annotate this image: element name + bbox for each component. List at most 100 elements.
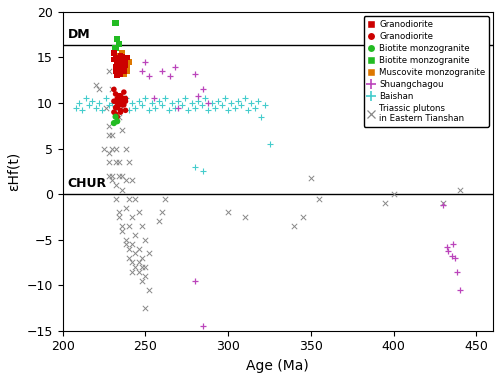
Point	[315, 196, 323, 202]
Point	[128, 260, 136, 266]
Point	[184, 107, 192, 113]
Point	[105, 132, 113, 138]
Point	[116, 107, 124, 113]
Point	[208, 100, 216, 106]
Point	[118, 100, 126, 106]
Point	[115, 159, 123, 165]
Point	[125, 196, 133, 202]
Point	[450, 241, 458, 247]
Point	[110, 120, 118, 126]
Point	[174, 98, 182, 104]
Point	[132, 232, 140, 238]
Point	[105, 150, 113, 156]
Point	[171, 105, 179, 111]
Point	[122, 59, 130, 65]
Point	[440, 202, 448, 208]
Point	[75, 100, 83, 106]
Point	[113, 36, 121, 42]
Point	[135, 98, 143, 104]
Point	[122, 146, 130, 152]
Point	[105, 102, 113, 108]
Point	[132, 264, 140, 270]
Point	[154, 98, 162, 104]
Point	[168, 100, 176, 106]
Point	[142, 264, 150, 270]
Point	[112, 182, 120, 188]
Point	[158, 209, 166, 215]
Point	[115, 214, 123, 220]
Point	[452, 269, 460, 275]
Point	[148, 100, 156, 106]
Point	[154, 218, 162, 225]
Point	[158, 68, 166, 74]
Point	[142, 237, 150, 243]
Point	[258, 114, 266, 120]
Point	[181, 95, 189, 101]
Point	[451, 255, 459, 261]
Point	[112, 111, 120, 117]
Point	[120, 102, 128, 108]
Point	[123, 68, 131, 74]
Point	[382, 200, 390, 206]
Point	[112, 68, 120, 74]
Point	[171, 63, 179, 70]
Point	[144, 107, 152, 113]
Point	[118, 50, 126, 56]
Point	[113, 73, 121, 79]
Point	[120, 95, 128, 101]
Point	[118, 95, 126, 101]
Point	[144, 73, 152, 79]
Point	[88, 98, 96, 104]
Point	[144, 250, 152, 256]
Point	[113, 63, 121, 70]
Point	[120, 65, 128, 71]
Point	[118, 127, 126, 133]
Point	[125, 107, 133, 113]
Text: CHUR: CHUR	[68, 177, 106, 190]
Point	[116, 53, 124, 59]
Point	[118, 54, 126, 60]
Point	[298, 214, 306, 220]
Point	[266, 141, 274, 147]
Point	[138, 255, 146, 261]
Point	[122, 237, 130, 243]
Point	[191, 164, 199, 170]
Point	[198, 102, 205, 108]
Point	[128, 177, 136, 184]
Point	[448, 253, 456, 259]
Point	[234, 98, 242, 104]
Point	[105, 173, 113, 179]
Point	[161, 196, 169, 202]
Point	[100, 146, 108, 152]
Point	[118, 56, 126, 62]
Point	[122, 107, 130, 113]
Point	[118, 228, 126, 234]
Point	[224, 209, 232, 215]
Point	[135, 209, 143, 215]
Point	[115, 56, 123, 62]
Point	[116, 63, 124, 70]
Point	[200, 168, 207, 174]
Point	[108, 146, 116, 152]
Point	[144, 287, 152, 293]
Point	[166, 73, 174, 79]
Point	[118, 65, 126, 71]
Point	[113, 59, 121, 65]
Point	[254, 98, 262, 104]
Point	[214, 98, 222, 104]
Point	[110, 50, 118, 56]
Point	[112, 45, 120, 51]
Point	[115, 98, 123, 104]
Point	[108, 86, 116, 92]
Point	[112, 20, 120, 26]
Point	[112, 68, 120, 74]
Point	[123, 54, 131, 60]
Point	[98, 107, 106, 113]
Point	[211, 105, 219, 111]
Point	[118, 187, 126, 193]
Point	[152, 105, 160, 111]
Point	[440, 200, 448, 206]
Point	[260, 102, 268, 108]
Point	[128, 214, 136, 220]
Point	[191, 105, 199, 111]
